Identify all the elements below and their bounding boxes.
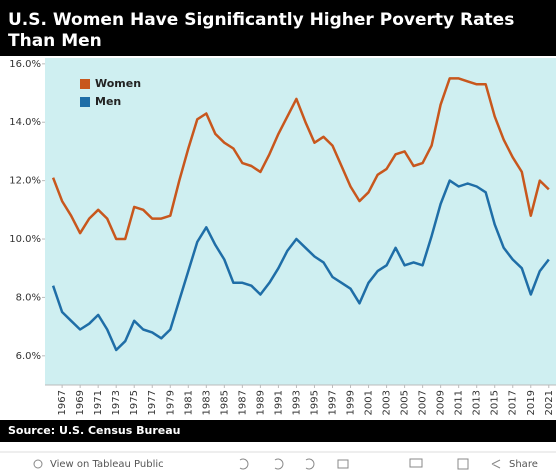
x-tick-label: 2001: [364, 390, 375, 415]
x-tick-label: 1991: [273, 390, 284, 415]
y-tick-label: 12.0%: [9, 176, 41, 187]
x-tick-label: 1983: [201, 390, 212, 415]
x-tick-label: 1979: [165, 390, 176, 415]
x-tick-label: 1971: [93, 390, 104, 415]
source: Source: U.S. Census Bureau: [8, 424, 180, 437]
x-tick-label: 2011: [454, 390, 465, 415]
x-tick-label: 1973: [111, 390, 122, 415]
x-tick-label: 1999: [346, 390, 357, 415]
x-tick-label: 1997: [327, 390, 338, 415]
x-tick-label: 1975: [129, 390, 140, 415]
line-series: [51, 77, 550, 241]
tableau-icon: [33, 459, 43, 469]
legend-swatch: [80, 97, 90, 107]
x-tick-label: 1969: [75, 390, 86, 415]
x-tick-label: 1985: [219, 390, 230, 415]
y-tick-label: 8.0%: [16, 292, 41, 303]
x-tick-label: 1967: [57, 390, 68, 415]
view-link[interactable]: View on Tableau Public: [50, 459, 164, 470]
chart-title: U.S. Women Have Significantly Higher Pov…: [8, 10, 514, 51]
x-tick-label: 2005: [400, 390, 411, 415]
x-tick-label: 1989: [255, 390, 266, 415]
x-tick-label: 1993: [291, 390, 302, 415]
x-tick-label: 2021: [544, 390, 555, 415]
x-tick-label: 1977: [147, 390, 158, 415]
line-series: [51, 179, 550, 352]
title-band: [0, 0, 556, 56]
x-tick-label: 1987: [237, 390, 248, 415]
y-tick-label: 14.0%: [9, 117, 41, 128]
legend-label: Men: [95, 95, 121, 108]
share-button[interactable]: Share: [509, 459, 538, 470]
legend-swatch: [80, 79, 90, 89]
legend-label: Women: [95, 77, 141, 90]
y-tick-label: 10.0%: [9, 234, 41, 245]
y-tick-label: 16.0%: [9, 59, 41, 70]
x-tick-label: 2003: [382, 390, 393, 415]
x-tick-label: 1995: [309, 390, 320, 415]
x-tick-label: 2017: [508, 390, 519, 415]
x-tick-label: 2019: [526, 390, 537, 415]
x-tick-label: 2013: [472, 390, 483, 415]
x-tick-label: 2009: [436, 390, 447, 415]
source-band: [0, 420, 556, 442]
x-tick-label: 1981: [183, 390, 194, 415]
y-tick-label: 6.0%: [16, 351, 41, 362]
x-tick-label: 2007: [418, 390, 429, 415]
x-tick-label: 2015: [490, 390, 501, 415]
toolbar: [33, 458, 501, 470]
toolbar-icons: [239, 458, 501, 470]
